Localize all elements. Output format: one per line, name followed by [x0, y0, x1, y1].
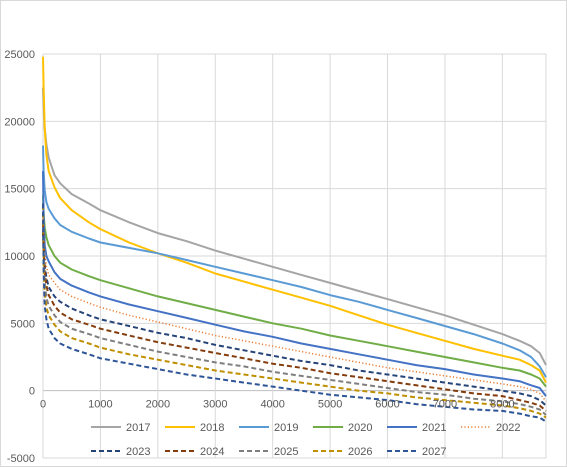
series-line-2025 — [42, 211, 547, 416]
legend-label: 2018 — [200, 422, 224, 434]
y-tick-label: 25000 — [4, 49, 35, 61]
x-tick-label: 5000 — [318, 399, 342, 411]
legend-label: 2024 — [200, 446, 224, 458]
series-line-2017 — [42, 87, 547, 366]
legend-item-2025: 2025 — [239, 446, 298, 458]
series-line-2024 — [42, 222, 547, 412]
series-line-2022 — [42, 218, 547, 402]
legend-label: 2026 — [348, 446, 372, 458]
legend-item-2022: 2022 — [461, 422, 520, 434]
x-tick-label: 0 — [40, 399, 46, 411]
legend-label: 2020 — [348, 422, 372, 434]
x-tick-label: 7000 — [433, 399, 457, 411]
series-line-2020 — [42, 195, 547, 388]
legend-item-2020: 2020 — [313, 422, 372, 434]
x-tick-label: 2000 — [146, 399, 170, 411]
legend-label: 2023 — [126, 446, 150, 458]
legend-item-2021: 2021 — [387, 422, 446, 434]
series-line-2018 — [42, 56, 547, 384]
y-tick-label: 5000 — [11, 318, 35, 330]
x-tick-label: 4000 — [260, 399, 284, 411]
gridlines — [42, 53, 547, 459]
legend-label: 2027 — [422, 446, 446, 458]
legend-label: 2017 — [126, 422, 150, 434]
series-line-2023 — [42, 231, 547, 407]
legend-label: 2021 — [422, 422, 446, 434]
legend-item-2026: 2026 — [313, 446, 372, 458]
series-line-2019 — [42, 145, 547, 378]
legend-item-2019: 2019 — [239, 422, 298, 434]
legend-item-2027: 2027 — [387, 446, 446, 458]
legend-item-2017: 2017 — [91, 422, 150, 434]
legend-item-2018: 2018 — [165, 422, 224, 434]
y-tick-label: -5000 — [7, 453, 35, 465]
legend-label: 2025 — [274, 446, 298, 458]
y-tick-label: 15000 — [4, 184, 35, 196]
y-tick-label: 20000 — [4, 116, 35, 128]
series-lines — [42, 56, 547, 423]
legend-item-2023: 2023 — [91, 446, 150, 458]
y-tick-label: 0 — [29, 386, 35, 398]
series-line-2021 — [42, 171, 547, 397]
legend-label: 2019 — [274, 422, 298, 434]
x-tick-label: 1000 — [88, 399, 112, 411]
series-line-2027 — [42, 203, 547, 423]
x-tick-label: 8000 — [490, 399, 514, 411]
x-tick-label: 3000 — [203, 399, 227, 411]
legend: 2017 2018 2019 2020 2021 2022 2023 2024 2025 2026… — [91, 422, 520, 458]
legend-label: 2022 — [496, 422, 520, 434]
x-tick-label: 6000 — [375, 399, 399, 411]
series-line-2026 — [42, 204, 547, 419]
y-tick-label: 10000 — [4, 251, 35, 263]
axis-labels: -5000 0 5000 10000 15000 20000 25000 0 1000 2000 3… — [4, 49, 514, 465]
legend-item-2024: 2024 — [165, 446, 224, 458]
